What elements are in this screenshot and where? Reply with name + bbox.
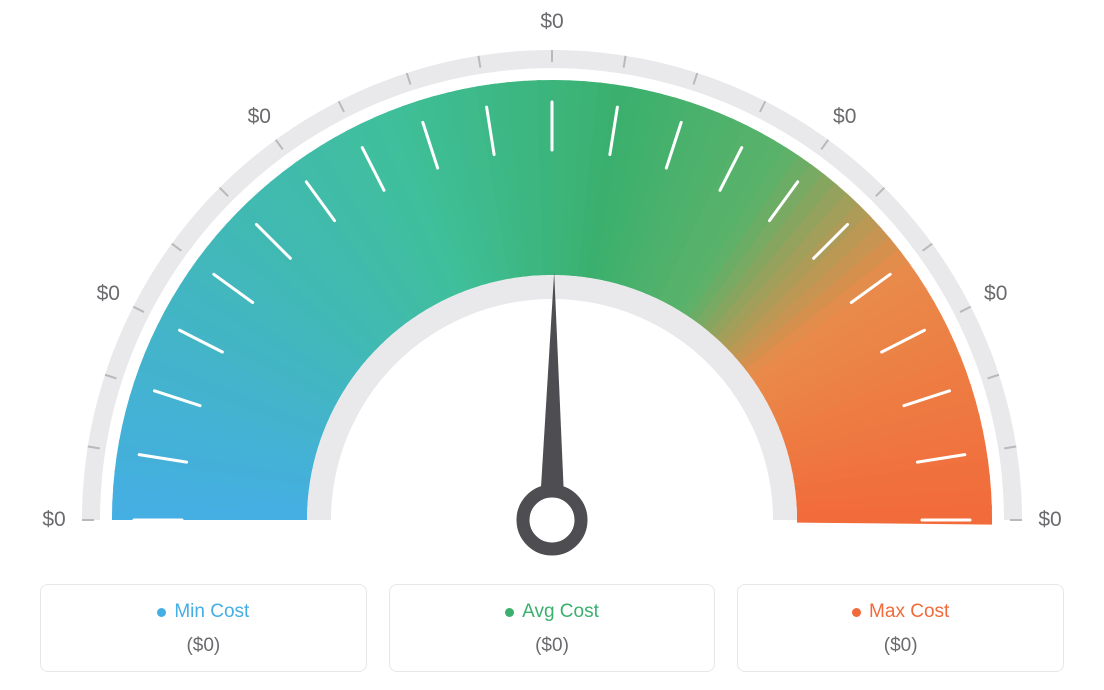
legend-card-avg: Avg Cost ($0)	[389, 584, 716, 672]
legend-card-max: Max Cost ($0)	[737, 584, 1064, 672]
legend-value-avg: ($0)	[402, 635, 703, 657]
legend-card-min: Min Cost ($0)	[40, 584, 367, 672]
legend-value-min: ($0)	[53, 635, 354, 657]
legend-dot-max	[852, 608, 861, 617]
legend-dot-avg	[505, 608, 514, 617]
gauge-tick-label: $0	[984, 282, 1007, 306]
gauge-tick-label: $0	[540, 10, 563, 34]
cost-gauge-chart: $0 $0 $0 $0 $0 $0 $0 Min Cost ($0) Avg Cost ($…	[0, 0, 1104, 690]
legend-label-min: Min Cost	[174, 601, 249, 623]
legend-label-max: Max Cost	[869, 601, 949, 623]
legend-title-min: Min Cost	[53, 601, 354, 623]
legend-value-max: ($0)	[750, 635, 1051, 657]
gauge-area: $0 $0 $0 $0 $0 $0 $0	[0, 0, 1104, 560]
gauge-tick-label: $0	[1038, 508, 1061, 532]
gauge-tick-label: $0	[833, 105, 856, 129]
legend-title-max: Max Cost	[750, 601, 1051, 623]
gauge-svg	[0, 0, 1104, 560]
gauge-tick-label: $0	[97, 282, 120, 306]
legend-dot-min	[157, 608, 166, 617]
legend-title-avg: Avg Cost	[402, 601, 703, 623]
gauge-tick-label: $0	[248, 105, 271, 129]
gauge-tick-label: $0	[42, 508, 65, 532]
legend-row: Min Cost ($0) Avg Cost ($0) Max Cost ($0…	[40, 584, 1064, 672]
legend-label-avg: Avg Cost	[522, 601, 599, 623]
